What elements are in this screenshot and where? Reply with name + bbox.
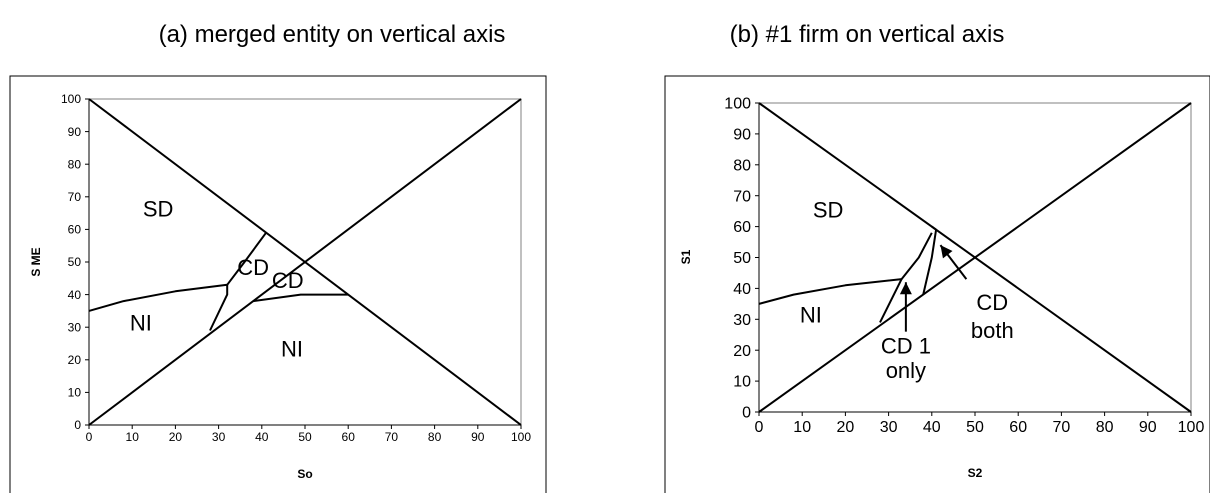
x-tick-label: 30 xyxy=(880,419,898,436)
arrows-b xyxy=(899,244,968,332)
x-tick-label: 0 xyxy=(86,430,93,444)
region-label: NI xyxy=(130,310,152,335)
x-tick-label: 40 xyxy=(923,419,941,436)
y-tick-label: 40 xyxy=(733,281,751,298)
y-tick-label: 60 xyxy=(68,223,82,237)
ticks-a: 0 10 20 30 40 50 60 70 80 90 100 0 10 20 30 40 50 60 70 80 9… xyxy=(61,92,531,444)
y-tick-label: 10 xyxy=(733,374,751,391)
boundary-line xyxy=(758,102,1192,413)
y-tick-label: 100 xyxy=(724,96,751,113)
chart-title-a: (a) merged entity on vertical axis xyxy=(159,21,506,48)
panel-a: (a) merged entity on vertical axis 0 10 20… xyxy=(9,21,547,493)
boundary-line xyxy=(900,232,933,280)
x-tick-label: 30 xyxy=(212,430,226,444)
panel-b: (b) #1 firm on vertical axis 0 10 20 30 40 50… xyxy=(664,21,1210,493)
region-label: only xyxy=(886,358,926,383)
x-tick-label: 70 xyxy=(1053,419,1071,436)
y-axis-label-b: S1 xyxy=(679,249,693,264)
x-tick-label: 100 xyxy=(511,430,531,444)
y-tick-label: 80 xyxy=(733,157,751,174)
y-tick-label: 50 xyxy=(68,255,82,269)
region-label: CD xyxy=(272,268,304,293)
boundary-line xyxy=(226,232,267,286)
x-tick-label: 60 xyxy=(1009,419,1027,436)
x-tick-label: 50 xyxy=(298,430,312,444)
y-tick-label: 20 xyxy=(68,353,82,367)
boundary-line xyxy=(253,293,349,303)
x-tick-label: 10 xyxy=(126,430,140,444)
region-label: NI xyxy=(800,302,822,327)
y-tick-label: 0 xyxy=(742,405,751,422)
y-tick-label: 40 xyxy=(68,288,82,302)
y-tick-label: 70 xyxy=(68,190,82,204)
y-tick-label: 30 xyxy=(68,320,82,334)
boundary-line xyxy=(758,278,903,323)
x-tick-label: 0 xyxy=(755,419,764,436)
boundary-line xyxy=(88,98,522,426)
arrow-head xyxy=(940,245,953,259)
x-tick-label: 90 xyxy=(471,430,485,444)
y-tick-label: 30 xyxy=(733,312,751,329)
ticks-b: 0 10 20 30 40 50 60 70 80 90 100 0 10 20 30 40 50 60 70 80 9… xyxy=(724,96,1204,436)
x-tick-label: 60 xyxy=(342,430,356,444)
lines-b xyxy=(758,102,1192,413)
x-axis-label-a: So xyxy=(297,467,312,481)
x-tick-label: 90 xyxy=(1139,419,1157,436)
region-label: NI xyxy=(281,337,303,362)
x-tick-label: 100 xyxy=(1178,419,1205,436)
boundary-line xyxy=(88,283,229,331)
x-tick-label: 20 xyxy=(169,430,183,444)
x-tick-label: 40 xyxy=(255,430,269,444)
x-tick-label: 10 xyxy=(793,419,811,436)
x-tick-label: 20 xyxy=(837,419,855,436)
y-tick-label: 70 xyxy=(733,188,751,205)
y-tick-label: 20 xyxy=(733,343,751,360)
region-label: CD xyxy=(237,255,269,280)
arrow-head xyxy=(899,282,912,295)
y-tick-label: 80 xyxy=(68,157,82,171)
region-label: CD 1 xyxy=(881,333,931,358)
y-tick-label: 10 xyxy=(68,386,82,400)
x-tick-label: 80 xyxy=(428,430,442,444)
x-tick-label: 50 xyxy=(966,419,984,436)
chart-title-b: (b) #1 firm on vertical axis xyxy=(730,21,1005,48)
y-axis-label-a: S ME xyxy=(29,247,43,276)
x-tick-label: 80 xyxy=(1096,419,1114,436)
x-tick-label: 70 xyxy=(385,430,399,444)
y-tick-label: 60 xyxy=(733,219,751,236)
region-label: both xyxy=(971,318,1014,343)
lines-a xyxy=(88,98,522,426)
region-label: SD xyxy=(143,196,174,221)
region-label: SD xyxy=(813,197,844,222)
y-tick-label: 90 xyxy=(733,127,751,144)
region-label: CD xyxy=(976,290,1008,315)
x-axis-label-b: S2 xyxy=(968,466,983,480)
y-tick-label: 90 xyxy=(68,125,82,139)
y-tick-label: 0 xyxy=(74,418,81,432)
y-tick-label: 100 xyxy=(61,92,81,106)
boundary-line xyxy=(922,225,938,295)
y-tick-label: 50 xyxy=(733,250,751,267)
